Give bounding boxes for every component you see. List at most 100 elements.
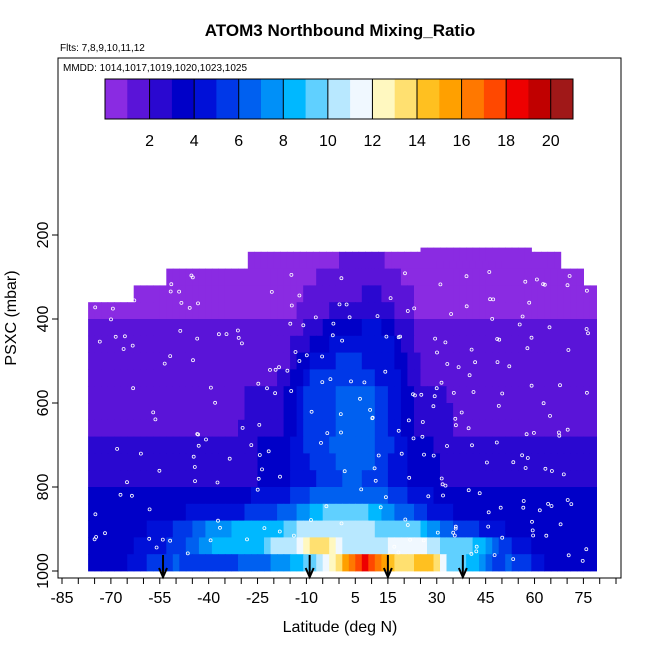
heatmap-cell <box>511 470 519 488</box>
heatmap-cell <box>159 436 167 454</box>
heatmap-cell <box>179 386 187 404</box>
heatmap-cell <box>264 520 272 538</box>
heatmap-cell <box>453 520 461 538</box>
heatmap-cell <box>133 487 141 505</box>
heatmap-cell <box>166 419 174 437</box>
profile-arrow <box>382 555 393 580</box>
track-point <box>435 530 440 535</box>
heatmap-cell <box>309 453 317 471</box>
heatmap-cell <box>264 470 272 488</box>
heatmap-cell <box>107 436 115 454</box>
track-point <box>497 337 502 342</box>
y-tick-label: 1000 <box>35 553 52 589</box>
heatmap-cell <box>166 285 174 303</box>
heatmap-cell <box>107 419 115 437</box>
heatmap-cell <box>384 251 392 269</box>
heatmap-cell <box>407 386 415 404</box>
heatmap-cell <box>492 352 500 370</box>
track-point <box>179 300 184 305</box>
heatmap-cell <box>407 403 415 421</box>
heatmap-cell <box>179 319 187 337</box>
heatmap-cell <box>361 436 369 454</box>
heatmap-cell <box>427 470 435 488</box>
track-point <box>580 559 585 563</box>
heatmap-cell <box>101 554 109 572</box>
heatmap-cell <box>270 352 278 370</box>
heatmap-cell <box>172 319 180 337</box>
heatmap-cell <box>505 503 513 521</box>
track-point <box>453 524 458 529</box>
heatmap-cell <box>400 335 408 353</box>
heatmap-cell <box>335 352 343 370</box>
heatmap-cell <box>544 453 552 471</box>
heatmap-cell <box>88 319 96 337</box>
heatmap-cell <box>459 520 467 538</box>
heatmap-cell <box>381 537 389 555</box>
heatmap-cell <box>101 403 109 421</box>
heatmap-cell <box>224 369 232 387</box>
heatmap-cell <box>224 436 232 454</box>
heatmap-cell <box>205 520 213 538</box>
heatmap-cell <box>244 386 252 404</box>
heatmap-cell <box>166 453 174 471</box>
heatmap-cell <box>466 247 474 261</box>
heatmap-cell <box>557 386 565 404</box>
track-point <box>529 335 534 340</box>
heatmap-cell <box>335 520 343 538</box>
heatmap-cell <box>277 335 285 353</box>
heatmap-cell <box>511 386 519 404</box>
heatmap-cell <box>290 285 298 303</box>
heatmap-cell <box>485 319 493 337</box>
heatmap-cell <box>563 537 571 555</box>
heatmap-cell <box>290 319 298 337</box>
track-point <box>498 505 503 510</box>
heatmap-cell <box>583 285 591 303</box>
heatmap-cell <box>290 386 298 404</box>
heatmap-cell <box>479 436 487 454</box>
heatmap-cell <box>576 470 584 488</box>
heatmap-cell <box>381 436 389 454</box>
heatmap-cell <box>309 554 317 572</box>
heatmap-cell <box>378 251 386 269</box>
heatmap-cell <box>192 403 200 421</box>
track-point <box>236 335 241 340</box>
heatmap-cell <box>244 285 252 303</box>
heatmap-cell <box>511 554 519 572</box>
heatmap-cell <box>329 302 337 320</box>
heatmap-cell <box>466 352 474 370</box>
heatmap-cell <box>485 352 493 370</box>
heatmap-cell <box>511 487 519 505</box>
heatmap-cell <box>589 319 597 337</box>
heatmap-cell <box>387 369 395 387</box>
heatmap-cell <box>361 369 369 387</box>
heatmap-cell <box>433 503 441 521</box>
track-point <box>406 418 411 423</box>
track-point <box>273 367 278 372</box>
heatmap-cell <box>433 352 441 370</box>
heatmap-cell <box>277 419 285 437</box>
track-point <box>440 482 445 487</box>
heatmap-cell <box>280 251 288 269</box>
heatmap-cell <box>290 436 298 454</box>
heatmap-cell <box>440 487 448 505</box>
heatmap-cell <box>296 436 304 454</box>
heatmap-cell <box>479 520 487 538</box>
heatmap-cell <box>198 302 206 320</box>
heatmap-cell <box>179 537 187 555</box>
heatmap-cell <box>361 520 369 538</box>
track-point <box>547 325 552 330</box>
heatmap-cell <box>466 403 474 421</box>
heatmap-cell <box>368 335 376 353</box>
heatmap-cell <box>361 285 369 303</box>
heatmap-cell <box>290 419 298 437</box>
heatmap-cell <box>264 554 272 572</box>
heatmap-cell <box>427 503 435 521</box>
heatmap-cell <box>563 285 571 303</box>
heatmap-cell <box>479 302 487 320</box>
heatmap-cell <box>159 386 167 404</box>
heatmap-cell <box>570 352 578 370</box>
heatmap-cell <box>368 268 376 286</box>
heatmap-cell <box>583 369 591 387</box>
heatmap-cell <box>270 419 278 437</box>
heatmap-cell <box>420 436 428 454</box>
